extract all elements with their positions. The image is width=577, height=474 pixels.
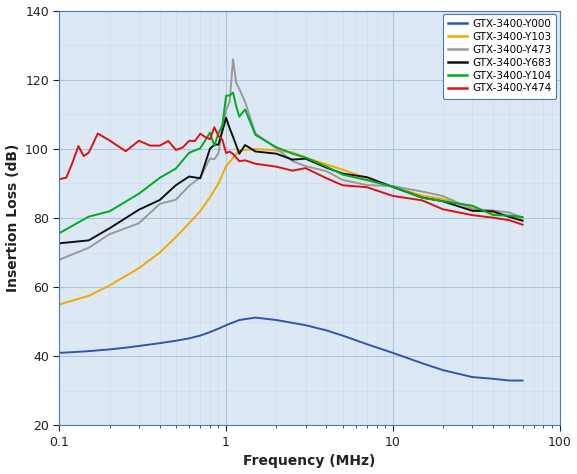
Y-axis label: Insertion Loss (dB): Insertion Loss (dB) [6,144,20,292]
X-axis label: Frequency (MHz): Frequency (MHz) [243,455,376,468]
Legend: GTX-3400-Y000, GTX-3400-Y103, GTX-3400-Y473, GTX-3400-Y683, GTX-3400-Y104, GTX-3: GTX-3400-Y000, GTX-3400-Y103, GTX-3400-Y… [443,14,556,99]
